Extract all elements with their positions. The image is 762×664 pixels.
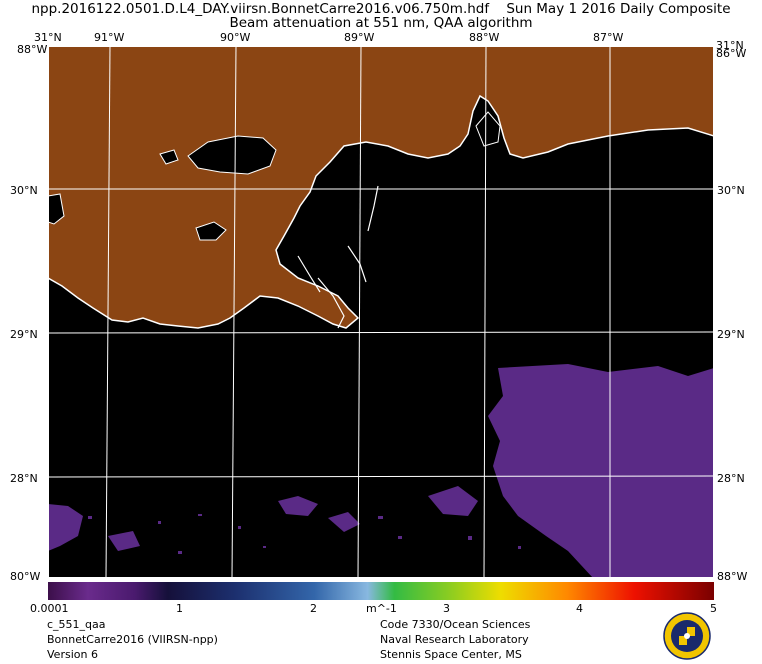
land-mass: [48, 46, 714, 329]
top-corner-lat-label: 31°N: [34, 31, 62, 44]
bottom-right-corner-label: 88°W: [717, 570, 748, 583]
right-lat-label-28n: 28°N: [717, 472, 745, 485]
footer-org-code: Code 7330/Ocean Sciences: [380, 618, 531, 631]
colorbar: [48, 582, 714, 600]
nrl-seal-icon: [663, 612, 711, 660]
colorbar-tick-1: 1: [176, 602, 183, 615]
satellite-map: [48, 46, 714, 578]
offshore-speckles: [88, 406, 562, 554]
colorbar-unit: m^-1: [366, 602, 397, 615]
top-right-corner-lon: 86°W: [716, 47, 747, 60]
colorbar-tick-5: 5: [710, 602, 717, 615]
date-text: Sun May 1 2016 Daily Composite: [506, 1, 731, 17]
filename-text: npp.2016122.0501.D.L4_DAY.viirsn.BonnetC…: [31, 1, 490, 17]
right-lat-label-30n: 30°N: [717, 184, 745, 197]
title-line-2: Beam attenuation at 551 nm, QAA algorith…: [229, 15, 533, 31]
top-right-corner-label: 31°N: [716, 39, 744, 52]
colorbar-tick-0: 0.0001: [30, 602, 69, 615]
bottom-left-corner-label: 80°W: [10, 570, 41, 583]
graticule: [48, 46, 714, 578]
colorbar-tick-4: 4: [576, 602, 583, 615]
delta-channels: [297, 185, 379, 329]
footer-version: Version 6: [47, 648, 98, 661]
left-lat-label-28n: 28°N: [10, 472, 38, 485]
top-lon-label-88w: 88°W: [469, 31, 500, 44]
top-left-corner-lon: 88°W: [17, 43, 48, 56]
footer-product-name: c_551_qaa: [47, 618, 106, 631]
map-frame: [48, 46, 714, 578]
footer-org-location: Stennis Space Center, MS: [380, 648, 522, 661]
top-lon-label-89w: 89°W: [344, 31, 375, 44]
left-lat-label-29n: 29°N: [10, 328, 38, 341]
offshore-high-attenuation: [48, 364, 714, 578]
top-lon-label-87w: 87°W: [593, 31, 624, 44]
colorbar-gradient: [48, 582, 714, 600]
footer-sensor: BonnetCarre2016 (VIIRSN-npp): [47, 633, 218, 646]
colorbar-tick-3: 3: [443, 602, 450, 615]
top-lon-label-91w: 91°W: [94, 31, 125, 44]
colorbar-tick-2: 2: [310, 602, 317, 615]
title-line-1: npp.2016122.0501.D.L4_DAY.viirsn.BonnetC…: [0, 1, 762, 17]
left-lat-label-30n: 30°N: [10, 184, 38, 197]
footer-org-name: Naval Research Laboratory: [380, 633, 529, 646]
right-lat-label-29n: 29°N: [717, 328, 745, 341]
top-lon-label-90w: 90°W: [220, 31, 251, 44]
inland-lakes: [48, 111, 501, 241]
